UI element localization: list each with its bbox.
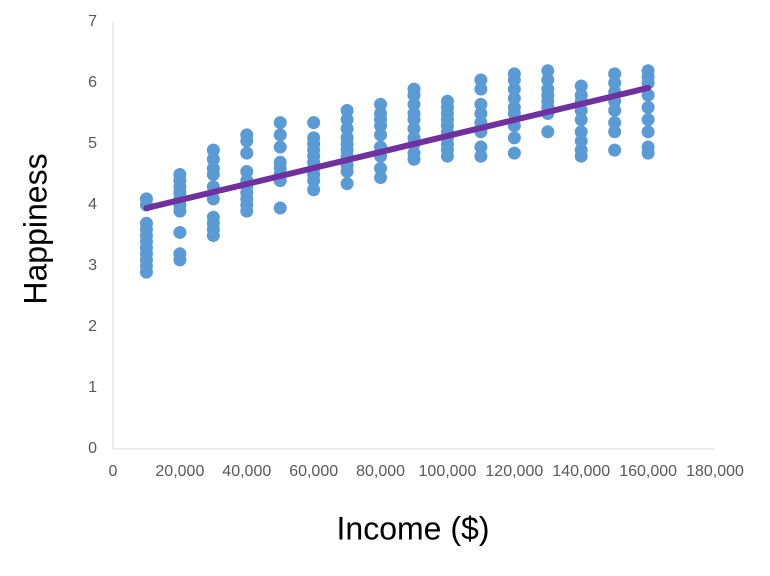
y-tick-label: 2 xyxy=(88,318,97,335)
data-point xyxy=(641,100,655,114)
data-point xyxy=(273,128,287,142)
data-point xyxy=(507,91,521,105)
data-point xyxy=(608,76,622,90)
data-point xyxy=(407,97,421,111)
y-axis-title: Happiness xyxy=(17,153,53,304)
x-tick-label: 0 xyxy=(109,463,118,480)
data-point xyxy=(641,64,655,78)
data-point xyxy=(474,97,488,111)
y-tick-label: 1 xyxy=(88,379,97,396)
data-point xyxy=(541,73,555,87)
data-point xyxy=(206,210,220,224)
data-point xyxy=(374,171,388,185)
data-point xyxy=(340,113,354,127)
y-tick-label: 0 xyxy=(88,440,97,457)
data-point xyxy=(507,131,521,145)
data-point xyxy=(608,116,622,130)
data-point xyxy=(240,128,254,142)
data-point xyxy=(541,125,555,139)
data-point xyxy=(307,183,321,197)
data-point xyxy=(273,201,287,215)
data-point xyxy=(574,125,588,139)
data-point xyxy=(474,107,488,120)
data-point xyxy=(641,140,655,154)
data-point xyxy=(541,82,555,96)
x-tick-label: 40,000 xyxy=(222,463,271,480)
data-point xyxy=(474,149,488,163)
trend-line xyxy=(143,84,652,212)
data-point xyxy=(139,216,153,230)
x-tick-label: 160,000 xyxy=(619,463,677,480)
data-point xyxy=(507,82,521,96)
data-point xyxy=(474,73,488,87)
data-point xyxy=(273,155,287,169)
data-point xyxy=(641,113,655,127)
data-point xyxy=(641,125,655,139)
y-tick-label: 3 xyxy=(88,257,97,274)
data-point xyxy=(574,113,588,127)
data-point xyxy=(407,107,421,120)
data-point xyxy=(507,100,521,114)
data-point xyxy=(173,225,187,239)
data-point xyxy=(374,97,388,111)
x-axis-title: Income ($) xyxy=(337,510,490,546)
data-point xyxy=(574,79,588,93)
data-point xyxy=(608,67,622,81)
data-point xyxy=(440,94,454,108)
data-point xyxy=(340,103,354,117)
data-point xyxy=(374,107,388,120)
data-point xyxy=(407,146,421,160)
x-tick-label: 20,000 xyxy=(155,463,204,480)
x-tick-label: 140,000 xyxy=(552,463,610,480)
data-point xyxy=(240,146,254,160)
x-tick-label: 60,000 xyxy=(289,463,338,480)
data-point xyxy=(340,122,354,136)
data-point xyxy=(173,247,187,261)
data-point xyxy=(608,125,622,139)
data-point xyxy=(206,143,220,157)
x-tick-label: 80,000 xyxy=(356,463,405,480)
data-point xyxy=(574,143,588,157)
data-point xyxy=(307,116,321,130)
data-point xyxy=(307,131,321,145)
data-point xyxy=(541,64,555,78)
data-point xyxy=(374,161,388,175)
data-point xyxy=(340,131,354,145)
data-point xyxy=(173,168,187,181)
data-point xyxy=(641,88,655,102)
data-point xyxy=(374,128,388,142)
data-point xyxy=(273,116,287,130)
data-point xyxy=(507,146,521,160)
y-tick-label: 5 xyxy=(88,135,97,152)
data-point xyxy=(273,140,287,154)
data-point xyxy=(407,122,421,136)
data-point xyxy=(474,82,488,96)
data-point xyxy=(507,67,521,81)
data-point xyxy=(139,192,153,206)
data-point xyxy=(574,134,588,148)
data-point xyxy=(608,143,622,157)
y-tick-label: 7 xyxy=(88,13,97,30)
data-point xyxy=(340,177,354,191)
data-point xyxy=(574,88,588,102)
x-tick-label: 120,000 xyxy=(485,463,543,480)
data-point xyxy=(240,164,254,178)
data-point xyxy=(608,103,622,117)
data-point xyxy=(474,140,488,154)
data-point xyxy=(407,82,421,96)
y-tick-label: 4 xyxy=(88,196,97,213)
x-tick-label: 180,000 xyxy=(686,463,744,480)
data-point xyxy=(206,161,220,175)
x-tick-label: 100,000 xyxy=(419,463,477,480)
y-tick-label: 6 xyxy=(88,74,97,91)
data-point xyxy=(206,152,220,166)
